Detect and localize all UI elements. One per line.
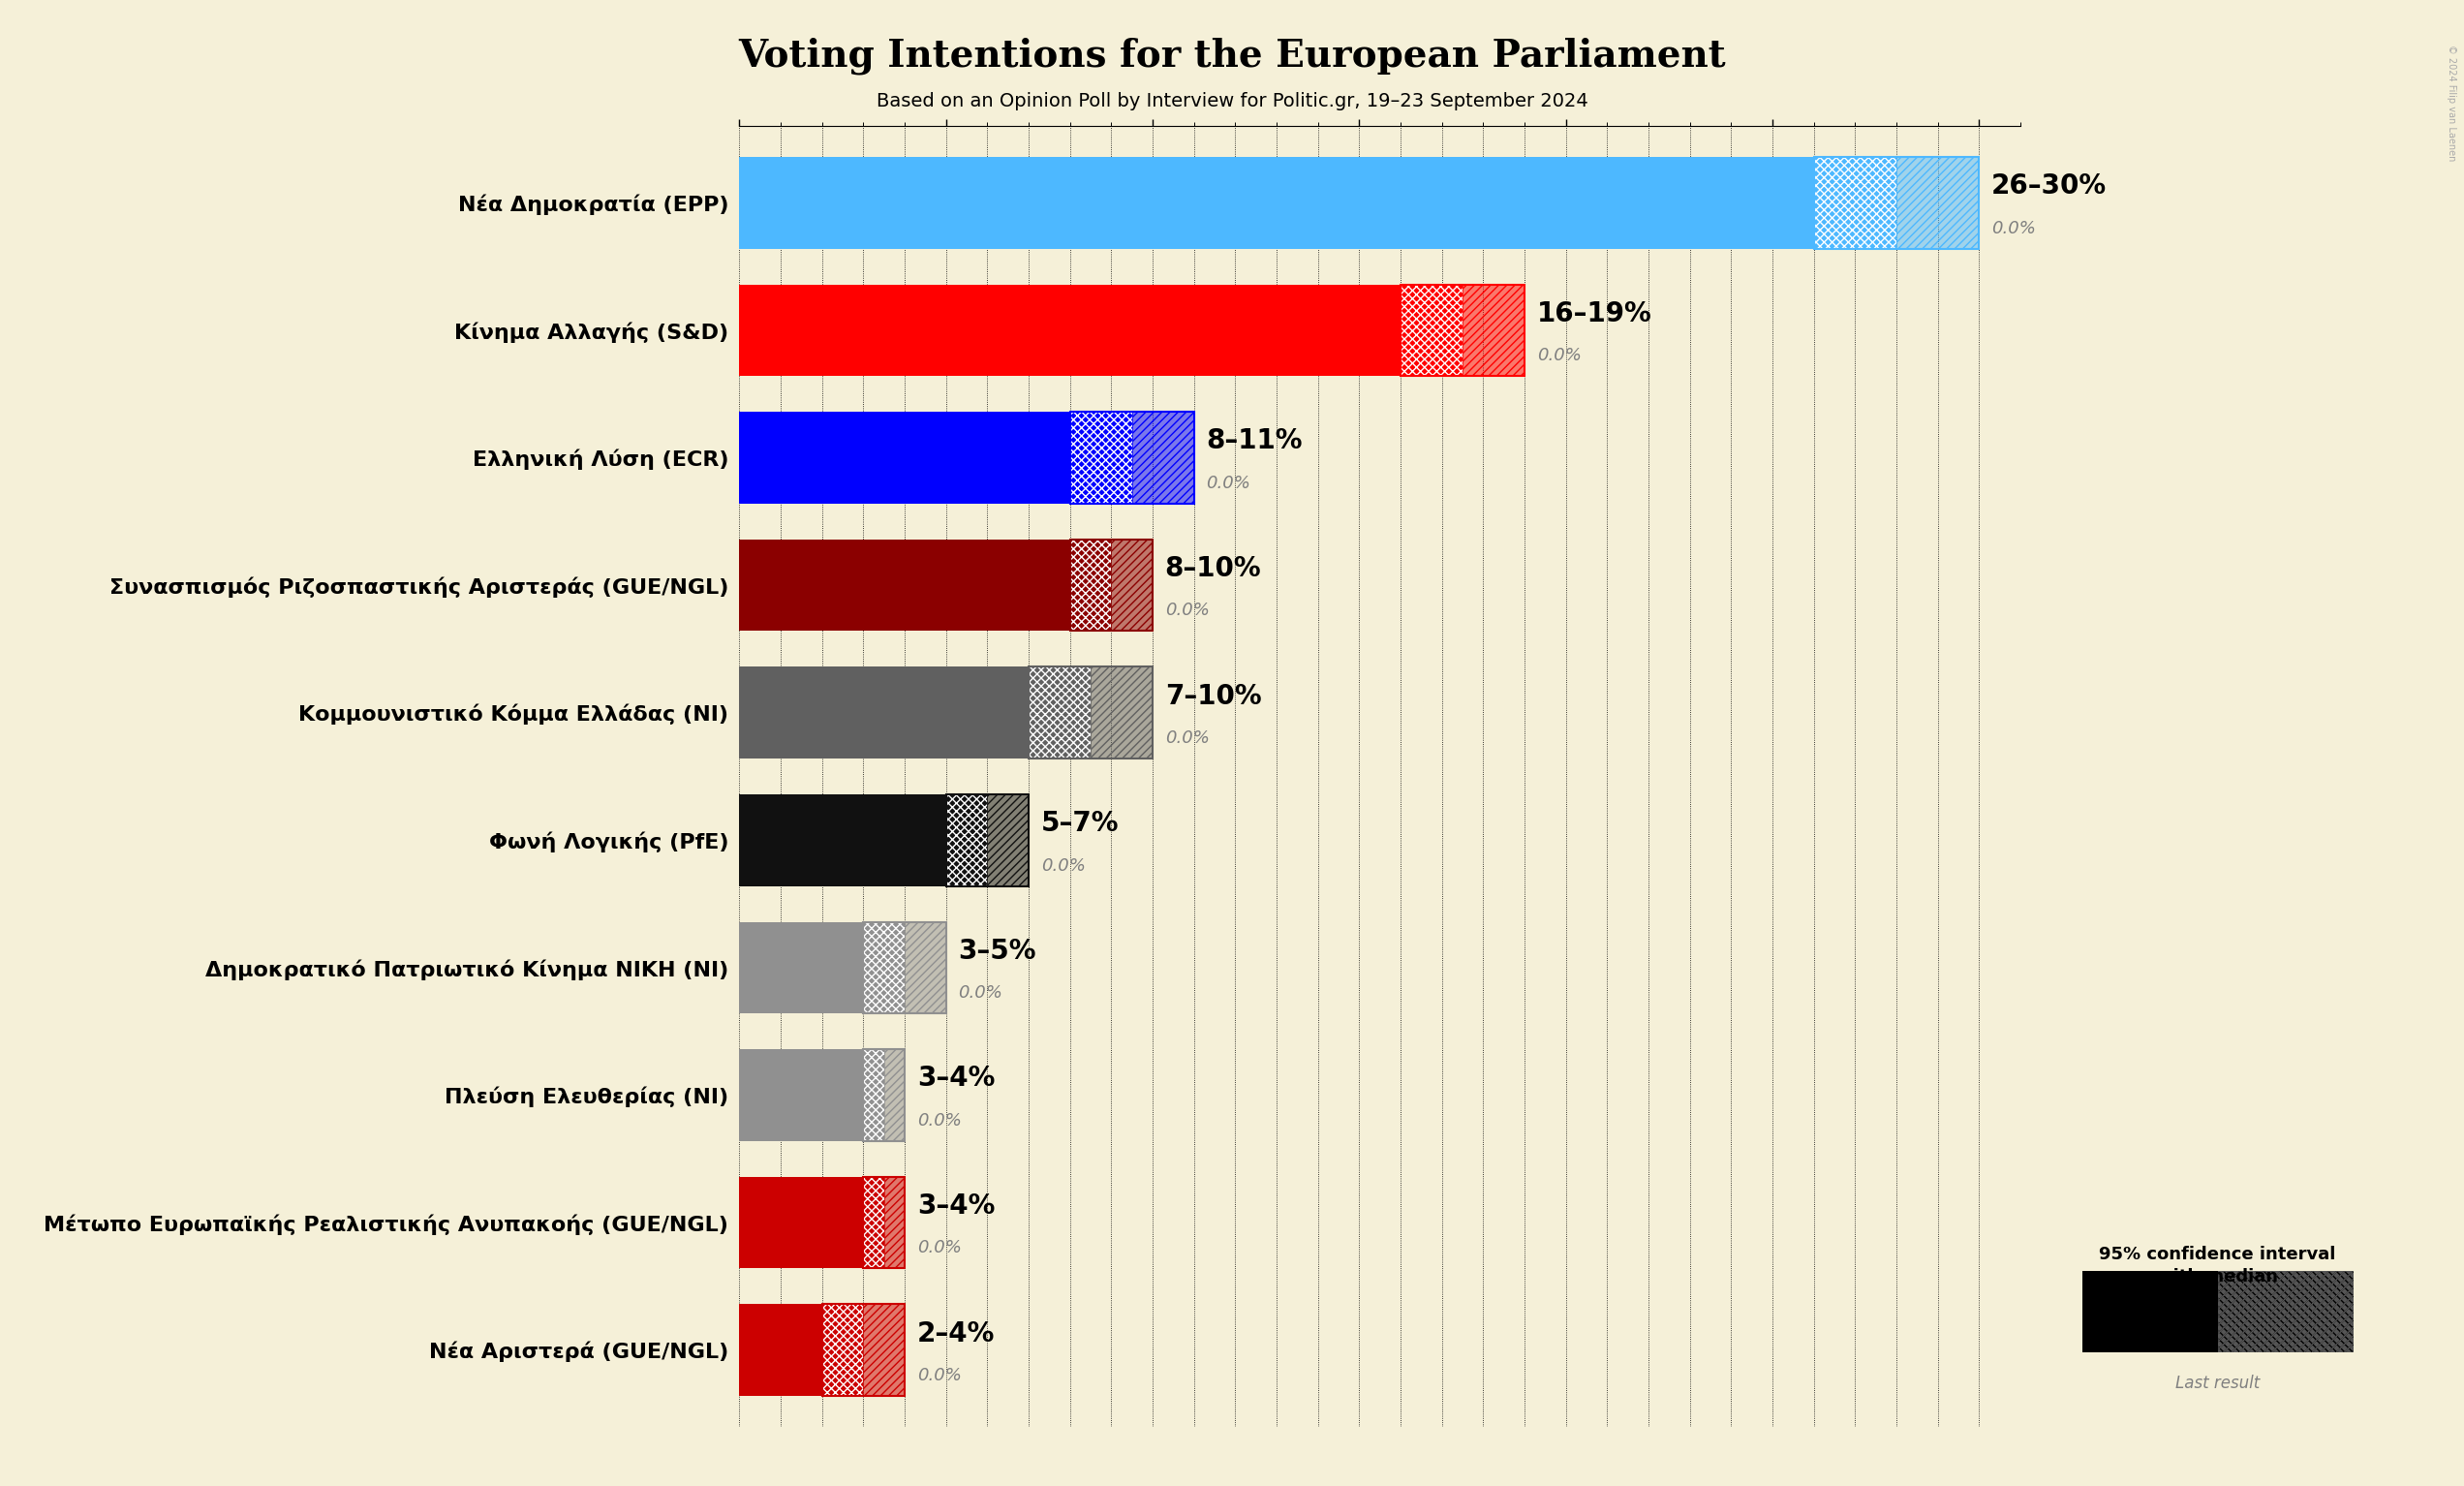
Bar: [862, 1305, 904, 1395]
Bar: [862, 1177, 885, 1269]
Text: Voting Intentions for the European Parliament: Voting Intentions for the European Parli…: [739, 37, 1725, 74]
Text: 0.0%: 0.0%: [1538, 348, 1582, 364]
Bar: [988, 795, 1027, 886]
Bar: [1069, 412, 1131, 504]
Text: 3–5%: 3–5%: [958, 938, 1037, 964]
Text: 0.0%: 0.0%: [1040, 857, 1084, 874]
Bar: [904, 921, 946, 1013]
Text: Last result: Last result: [2176, 1375, 2259, 1392]
Text: 3–4%: 3–4%: [917, 1065, 995, 1092]
Bar: [1464, 284, 1525, 376]
Bar: [739, 158, 1814, 248]
Text: 0.0%: 0.0%: [1991, 220, 2035, 236]
Bar: [1400, 284, 1464, 376]
Text: 5–7%: 5–7%: [1040, 810, 1119, 837]
Bar: [862, 1177, 885, 1269]
Text: with median: with median: [2156, 1268, 2279, 1285]
Bar: [739, 412, 1069, 504]
Bar: [739, 1049, 862, 1141]
Bar: [988, 795, 1027, 886]
Bar: [739, 795, 946, 886]
Bar: [862, 1049, 904, 1141]
Bar: [862, 921, 904, 1013]
Bar: [862, 1177, 904, 1269]
Bar: [1897, 158, 1979, 248]
Bar: [1814, 158, 1979, 248]
Text: 0.0%: 0.0%: [917, 1112, 961, 1129]
Text: 7–10%: 7–10%: [1165, 682, 1262, 710]
Bar: [739, 539, 1069, 632]
Bar: [1069, 539, 1111, 632]
Bar: [1027, 667, 1153, 758]
Text: 0.0%: 0.0%: [1207, 474, 1252, 492]
Bar: [1069, 412, 1195, 504]
Text: 2–4%: 2–4%: [917, 1320, 995, 1348]
Text: 8–10%: 8–10%: [1165, 556, 1262, 583]
Bar: [1069, 412, 1131, 504]
Bar: [1111, 539, 1153, 632]
Bar: [1131, 412, 1195, 504]
Bar: [862, 921, 904, 1013]
Bar: [946, 795, 1027, 886]
Text: 0.0%: 0.0%: [1165, 602, 1210, 620]
Bar: [885, 1049, 904, 1141]
Bar: [739, 1177, 862, 1269]
Bar: [885, 1177, 904, 1269]
Bar: [1069, 539, 1153, 632]
Bar: [862, 1305, 904, 1395]
Bar: [1092, 667, 1153, 758]
Text: 0.0%: 0.0%: [917, 1239, 961, 1257]
Bar: [823, 1305, 862, 1395]
Bar: [739, 284, 1400, 376]
Bar: [1400, 284, 1464, 376]
Bar: [1814, 158, 1897, 248]
Bar: [1897, 158, 1979, 248]
Bar: [904, 921, 946, 1013]
Bar: [739, 1305, 823, 1395]
Bar: [739, 921, 862, 1013]
Bar: [885, 1049, 904, 1141]
Bar: [823, 1305, 904, 1395]
Bar: [946, 795, 988, 886]
Bar: [1092, 667, 1153, 758]
Bar: [1400, 284, 1525, 376]
Text: 0.0%: 0.0%: [1165, 730, 1210, 747]
Bar: [823, 1305, 862, 1395]
Text: © 2024 Filip van Laenen: © 2024 Filip van Laenen: [2447, 45, 2457, 160]
Bar: [1069, 539, 1111, 632]
Text: 0.0%: 0.0%: [958, 984, 1003, 1002]
Text: 95% confidence interval: 95% confidence interval: [2099, 1245, 2336, 1263]
Bar: [1464, 284, 1525, 376]
Bar: [862, 1049, 885, 1141]
Bar: [862, 1049, 885, 1141]
Bar: [739, 667, 1027, 758]
Bar: [885, 1177, 904, 1269]
Text: 8–11%: 8–11%: [1207, 428, 1303, 455]
Text: 3–4%: 3–4%: [917, 1192, 995, 1220]
Bar: [946, 795, 988, 886]
Bar: [1131, 412, 1195, 504]
Text: 0.0%: 0.0%: [917, 1367, 961, 1385]
Text: 26–30%: 26–30%: [1991, 172, 2107, 199]
Bar: [862, 921, 946, 1013]
Text: Based on an Opinion Poll by Interview for Politic.gr, 19–23 September 2024: Based on an Opinion Poll by Interview fo…: [877, 92, 1587, 110]
Bar: [1111, 539, 1153, 632]
Bar: [1027, 667, 1092, 758]
Bar: [1814, 158, 1897, 248]
Bar: [1027, 667, 1092, 758]
Text: 16–19%: 16–19%: [1538, 300, 1651, 327]
